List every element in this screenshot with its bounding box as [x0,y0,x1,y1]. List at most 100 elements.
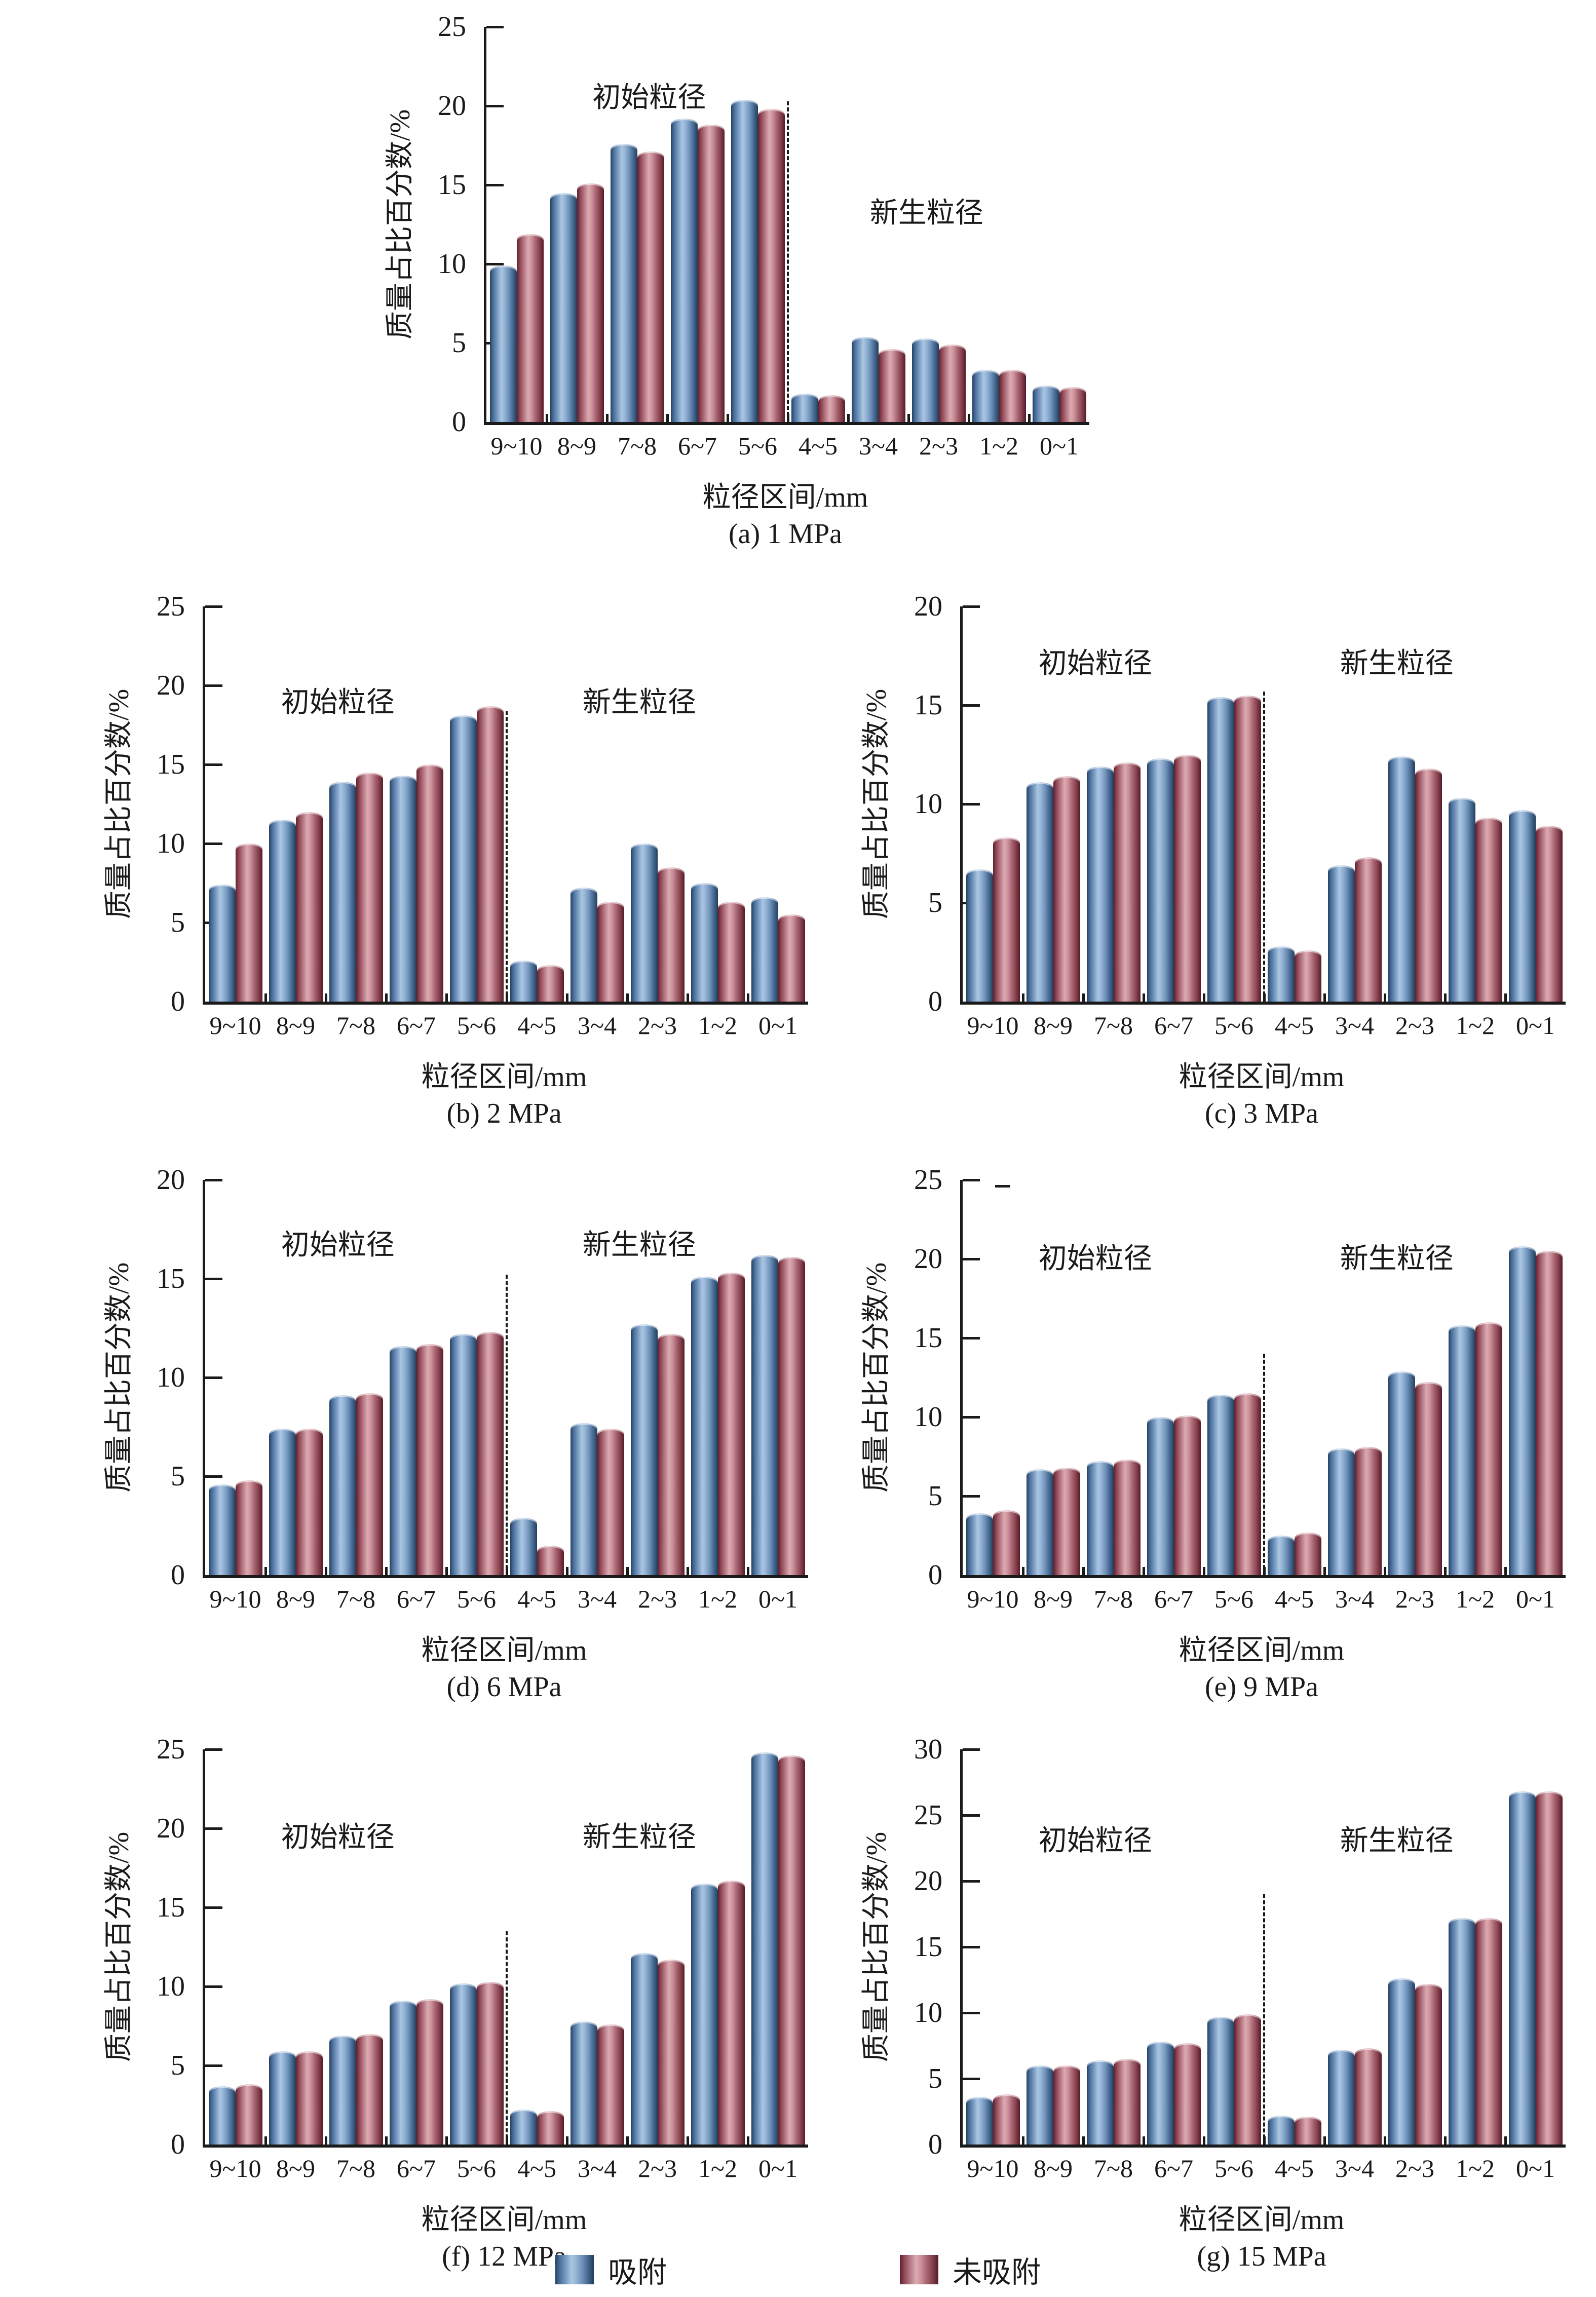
bar-unadsorbed [938,344,966,422]
x-axis-tick [967,414,970,422]
x-axis-tick [1202,1567,1205,1575]
bar-adsorbed [630,1324,658,1575]
annotation-new-size: 新生粒径 [1340,1243,1454,1275]
bar-unadsorbed [597,1429,624,1575]
bar-adsorbed [966,2097,993,2145]
category-label: 9~10 [490,432,543,460]
bar-adsorbed [691,1884,718,2145]
legend-label-adsorbed: 吸附 [607,2256,667,2289]
x-axis-tick [324,993,327,1002]
category-label: 3~4 [1335,2154,1375,2183]
category-label: 8~9 [1033,1011,1073,1040]
bar-adsorbed [570,1423,597,1575]
bar-unadsorbed [1535,1791,1563,2145]
category-label: 8~9 [1033,2154,1073,2183]
y-tick-label: 20 [157,1164,185,1196]
annotation-initial-size: 初始粒径 [1038,1825,1152,1857]
bar-adsorbed [1147,1417,1174,1575]
bar-adsorbed [1267,1536,1295,1575]
y-tick-label: 0 [171,986,185,1017]
bar-adsorbed [1267,946,1295,1002]
x-axis-tick [1082,1567,1085,1575]
category-label: 1~2 [698,1585,738,1613]
category-label: 5~6 [457,2154,497,2183]
category-label: 7~8 [336,1585,376,1613]
legend-item-unadsorbed: 未吸附 [900,2248,1041,2291]
category-label: 5~6 [1214,1011,1254,1040]
y-axis-tick [963,2011,980,2014]
bar-unadsorbed [1415,1983,1442,2145]
category-label: 6~7 [1154,2154,1194,2183]
category-label: 2~3 [637,2154,677,2183]
x-axis-tick [1504,993,1507,1002]
y-axis-label: 质量占比百分数/% [103,688,135,920]
x-axis-label: 粒径区间/mm [421,1635,587,1666]
y-tick-label: 10 [157,1362,185,1393]
y-tick-label: 15 [914,690,942,721]
y-tick-label: 5 [928,887,942,918]
bar-adsorbed [911,338,939,422]
bar-adsorbed [570,2021,597,2145]
bar-unadsorbed [476,1981,504,2145]
x-axis-tick [1021,1567,1024,1575]
category-label: 8~9 [557,432,597,460]
category-label: 0~1 [758,1585,798,1613]
bar-unadsorbed [1053,776,1080,1002]
y-tick-label: 0 [452,406,466,438]
category-label: 0~1 [758,1011,798,1040]
x-axis-tick [1142,993,1145,1002]
bar-adsorbed [1388,756,1415,1002]
bar-unadsorbed [1173,1415,1201,1575]
category-label: 9~10 [967,2154,1019,2183]
x-axis-tick [1323,993,1326,1002]
category-label: 4~5 [517,1585,557,1613]
panel-caption: (g) 15 MPa [1197,2241,1326,2272]
y-axis-tick [486,262,504,265]
y-tick-label: 5 [452,327,466,359]
category-label: 9~10 [967,1011,1019,1040]
bar-adsorbed [329,782,356,1002]
y-axis-tick [963,605,980,608]
panel-caption: (e) 9 MPa [1205,1671,1318,1703]
category-label: 2~3 [1395,2154,1435,2183]
y-tick-label: 15 [914,1931,942,1963]
bar-adsorbed [1032,386,1059,422]
bar-unadsorbed [878,349,905,422]
chart-panel-d: 质量占比百分数/% 0 5 10 15 20 初始粒径 新生粒径 9~10 8~9 7~8 6~7 5… [76,1157,836,1732]
bar-adsorbed [449,1334,477,1575]
y-tick-label: 15 [157,1892,185,1923]
stray-dash [995,1185,1010,1188]
y-tick-label: 25 [914,1800,942,1831]
x-axis-tick [626,993,629,1002]
y-axis-label: 质量占比百分数/% [861,1262,892,1493]
bar-adsorbed [1086,766,1114,1002]
x-axis-tick [1202,2136,1205,2145]
annotation-initial-size: 初始粒径 [592,82,706,113]
bar-unadsorbed [235,2084,262,2145]
category-label: 2~3 [637,1011,677,1040]
y-tick-label: 10 [157,828,185,859]
y-tick-label: 20 [157,1813,185,1844]
category-label: 9~10 [209,1585,261,1613]
bar-unadsorbed [416,1344,443,1575]
y-axis-tick [205,1475,222,1478]
y-axis-tick [205,1178,222,1181]
annotation-new-size: 新生粒径 [582,1230,696,1261]
category-label: 6~7 [396,1011,436,1040]
y-axis-tick [205,763,222,766]
plot-area: 0 5 10 15 20 25 初始粒径 新生粒径 9~10 8~9 7~8 6~7 5~6 4~5 3~4… [157,1734,808,2183]
y-axis-tick [963,1814,980,1817]
bar-adsorbed [269,1429,296,1575]
y-axis-tick [205,842,222,845]
y-axis-tick [205,684,222,687]
y-axis-label: 质量占比百分数/% [103,1831,135,2062]
bar-unadsorbed [597,2024,624,2145]
bar-adsorbed [1147,2042,1174,2145]
bar-unadsorbed [1234,1393,1261,1575]
bar-adsorbed [389,2001,416,2145]
annotation-new-size: 新生粒径 [582,1822,696,1854]
bar-adsorbed [1508,1791,1536,2145]
category-label: 0~1 [1039,432,1079,460]
annotation-initial-size: 初始粒径 [1038,648,1152,680]
y-tick-label: 20 [157,670,185,701]
